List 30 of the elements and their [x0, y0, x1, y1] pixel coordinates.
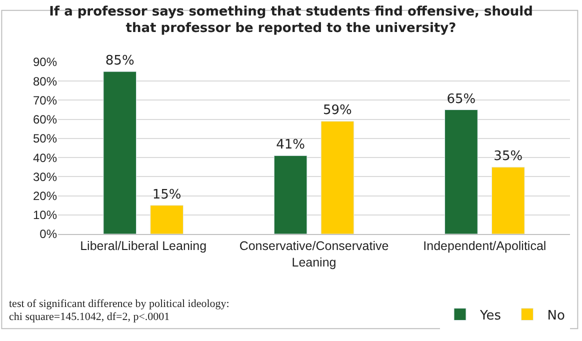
- y-tick-label: 80%: [32, 74, 58, 88]
- y-tick-label: 20%: [32, 188, 58, 203]
- bar: [103, 71, 137, 234]
- bar: [491, 166, 525, 234]
- y-tick-label: 40%: [32, 150, 58, 165]
- x-tick-label: Conservative/Conservative Leaning: [239, 239, 389, 270]
- data-label: 35%: [494, 149, 523, 164]
- y-tick-label: 10%: [32, 208, 58, 222]
- bar: [150, 205, 184, 234]
- data-label: 15%: [152, 187, 182, 202]
- y-tick-label: 60%: [32, 112, 58, 127]
- bar: [274, 155, 308, 234]
- y-tick-label: 90%: [32, 55, 58, 70]
- chart-title: If a professor says something that students find offensive, should that professor be reported to the university?: [49, 4, 533, 36]
- data-label: 65%: [446, 92, 476, 107]
- data-label: 59%: [323, 103, 352, 118]
- text: test of significant difference by political ideology:: [9, 298, 230, 310]
- legend-label: Yes: [479, 308, 502, 324]
- text: chi square=145.1042, df=2, p<.0001: [9, 311, 170, 323]
- data-label: 85%: [105, 54, 134, 69]
- y-tick-label: 50%: [32, 132, 58, 146]
- y-tick-label: 70%: [32, 93, 58, 108]
- bar: [320, 120, 354, 234]
- bar: [444, 110, 478, 234]
- legend-label: No: [547, 308, 565, 324]
- y-tick-label: 0%: [40, 227, 58, 242]
- x-tick-label: Independent/Apolitical: [423, 239, 546, 253]
- data-label: 41%: [276, 138, 305, 153]
- x-tick-label: Liberal/Liberal Leaning: [80, 239, 207, 253]
- y-tick-label: 30%: [32, 170, 58, 184]
